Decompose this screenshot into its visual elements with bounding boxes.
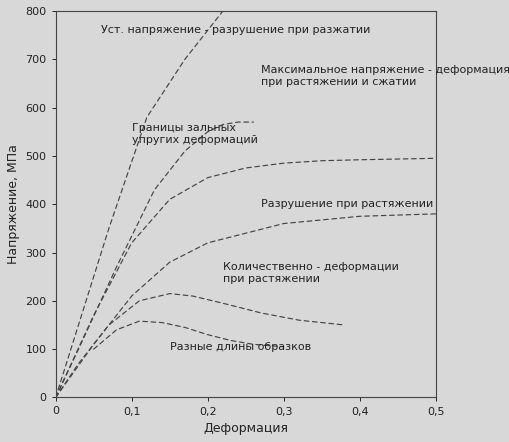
Text: Разрушение при растяжении: Разрушение при растяжении [261, 199, 432, 209]
X-axis label: Деформация: Деформация [203, 422, 288, 435]
Text: Количественно - деформации
при растяжении: Количественно - деформации при растяжени… [222, 262, 398, 284]
Text: Уст. напряжение - разрушение при разжатии: Уст. напряжение - разрушение при разжати… [101, 25, 370, 35]
Text: Максимальное напряжение - деформация
при растяжении и сжатии: Максимальное напряжение - деформация при… [261, 65, 509, 87]
Text: Разные длины образков: Разные длины образков [169, 342, 310, 352]
Text: Границы зальных
упругих деформаций: Границы зальных упругих деформаций [131, 123, 257, 145]
Y-axis label: Напряжение, МПа: Напряжение, МПа [7, 144, 20, 264]
